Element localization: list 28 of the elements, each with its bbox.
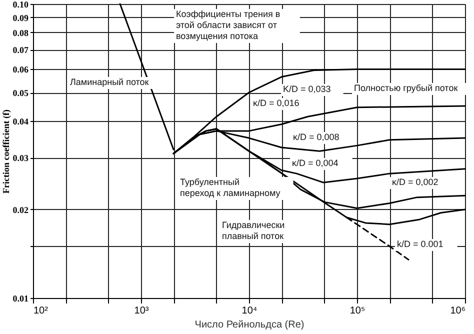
- x-tick-label: 10³: [134, 306, 150, 316]
- annotation: κ/D = 0,004: [292, 158, 338, 168]
- y-tick-label: 0.07: [12, 45, 29, 56]
- x-tick-label: 10²: [34, 306, 49, 316]
- y-tick-label: 0.03: [12, 153, 29, 164]
- annotation: κ/D = 0,008: [293, 132, 340, 142]
- annotation: Турбулентный переход к ламинарному: [180, 177, 281, 198]
- y-tick-label: 0.08: [12, 28, 29, 38]
- x-tick-label: 10⁴: [242, 306, 258, 316]
- y-tick-label: 0.06: [12, 64, 29, 75]
- annotation: k/D = 0.001: [397, 239, 444, 249]
- annotation: Ламинарный поток: [70, 77, 149, 87]
- annotation: Коэффициенты трения в этой области зависят от возмущения потока: [176, 9, 280, 41]
- y-tick-label: 0.10: [12, 0, 29, 10]
- y-axis-title: Friction coefficient (f): [0, 110, 11, 194]
- annotation: Полностью грубый поток: [354, 83, 458, 93]
- annotation: K/D = 0,033: [283, 84, 331, 94]
- annotation: κ/D = 0,002: [392, 177, 438, 187]
- y-tick-label: 0.04: [12, 116, 29, 126]
- y-tick-label: 0.02: [12, 204, 29, 215]
- y-tick-label: 0.09: [12, 12, 29, 23]
- x-axis-title: Число Рейнольдса (Re): [194, 320, 304, 330]
- annotation: κ/D = 0,016: [253, 98, 300, 108]
- y-tick-label: 0.01: [12, 294, 29, 304]
- x-tick-label: 10⁶: [450, 306, 466, 316]
- x-tick-label: 10⁵: [350, 306, 366, 316]
- y-tick-label: 0.05: [12, 88, 29, 98]
- annotation: Гидравлически плавный поток: [222, 220, 285, 241]
